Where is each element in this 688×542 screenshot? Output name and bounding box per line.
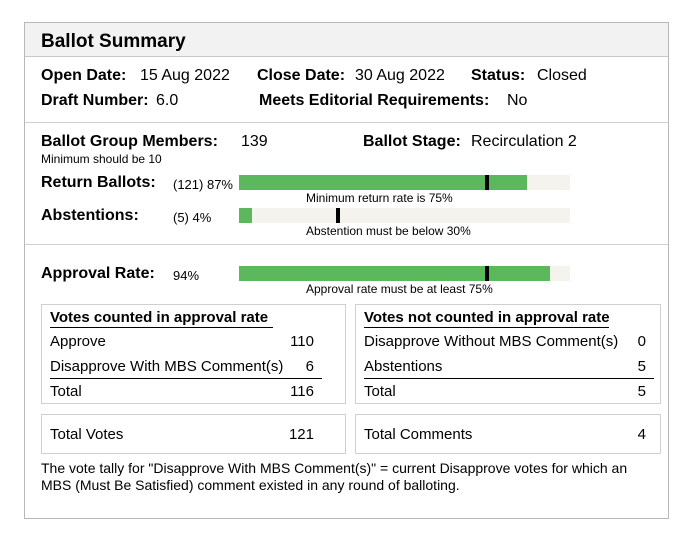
- group-members-note: Minimum should be 10: [41, 152, 162, 166]
- editorial-label: Meets Editorial Requirements:: [259, 92, 490, 109]
- total-comments-value: 4: [637, 426, 646, 443]
- not-counted-row-label: Disapprove Without MBS Comment(s): [364, 333, 619, 350]
- return-ballots-threshold-marker: [485, 175, 490, 190]
- counted-row-value: 110: [290, 333, 314, 350]
- status-value: Closed: [537, 67, 587, 84]
- total-votes-label: Total Votes: [50, 426, 124, 443]
- total-votes-value: 121: [288, 426, 314, 443]
- abstentions-bar-fill: [239, 208, 253, 223]
- counted-votes-heading: Votes counted in approval rate: [50, 309, 269, 326]
- return-ballots-caption: Minimum return rate is 75%: [306, 191, 453, 205]
- draft-number-value: 6.0: [156, 92, 179, 109]
- return-ballots-count: (121) 87%: [173, 177, 233, 192]
- group-members-value: 139: [241, 133, 268, 150]
- abstentions-bar: [239, 208, 570, 223]
- total-rule: [364, 378, 654, 379]
- abstentions-caption: Abstention must be below 30%: [306, 224, 471, 238]
- not-counted-votes-box: Votes not counted in approval rate Disap…: [355, 304, 661, 404]
- approval-rate-value: 94%: [173, 268, 200, 283]
- section-divider: [25, 122, 668, 123]
- close-date-label: Close Date:: [257, 67, 346, 84]
- abstentions-threshold-marker: [336, 208, 341, 223]
- total-comments-label: Total Comments: [364, 426, 473, 443]
- total-rule: [50, 378, 322, 379]
- counted-total-label: Total: [50, 383, 82, 400]
- group-members-label: Ballot Group Members:: [41, 133, 218, 150]
- ballot-stage-label: Ballot Stage:: [363, 133, 461, 150]
- section-divider: [25, 244, 668, 245]
- close-date-value: 30 Aug 2022: [355, 67, 445, 84]
- counted-row-label: Disapprove With MBS Comment(s): [50, 358, 284, 375]
- heading-underline: [50, 327, 273, 328]
- mbs-footnote: The vote tally for "Disapprove With MBS …: [41, 460, 628, 493]
- return-ballots-label: Return Ballots:: [41, 174, 156, 191]
- editorial-value: No: [507, 92, 528, 109]
- not-counted-row-value: 5: [637, 358, 646, 375]
- not-counted-row-label: Abstentions: [364, 358, 443, 375]
- ballot-stage-value: Recirculation 2: [471, 133, 577, 150]
- not-counted-total-value: 5: [637, 383, 646, 400]
- not-counted-votes-heading: Votes not counted in approval rate: [364, 309, 610, 326]
- approval-rate-bar-fill: [239, 266, 551, 281]
- return-ballots-bar-fill: [239, 175, 527, 190]
- heading-underline: [364, 327, 609, 328]
- not-counted-total-label: Total: [364, 383, 396, 400]
- counted-row-value: 6: [305, 358, 314, 375]
- return-ballots-bar: [239, 175, 570, 190]
- abstentions-label: Abstentions:: [41, 207, 139, 224]
- total-votes-box: Total Votes 121: [41, 414, 346, 454]
- counted-total-value: 116: [290, 383, 314, 400]
- total-comments-box: Total Comments 4: [355, 414, 661, 454]
- abstentions-count: (5) 4%: [173, 210, 212, 225]
- open-date-value: 15 Aug 2022: [140, 67, 230, 84]
- panel-title: Ballot Summary: [41, 31, 186, 52]
- approval-rate-label: Approval Rate:: [41, 265, 155, 282]
- draft-number-label: Draft Number:: [41, 92, 149, 109]
- approval-rate-bar: [239, 266, 570, 281]
- approval-rate-threshold-marker: [485, 266, 490, 281]
- counted-row-label: Approve: [50, 333, 106, 350]
- panel-header: Ballot Summary: [25, 23, 668, 57]
- not-counted-row-value: 0: [637, 333, 646, 350]
- ballot-summary-panel: Ballot Summary Open Date: 15 Aug 2022 Cl…: [24, 22, 669, 519]
- counted-votes-box: Votes counted in approval rate Approve 1…: [41, 304, 346, 404]
- approval-rate-caption: Approval rate must be at least 75%: [306, 282, 493, 296]
- status-label: Status:: [471, 67, 526, 84]
- open-date-label: Open Date:: [41, 67, 127, 84]
